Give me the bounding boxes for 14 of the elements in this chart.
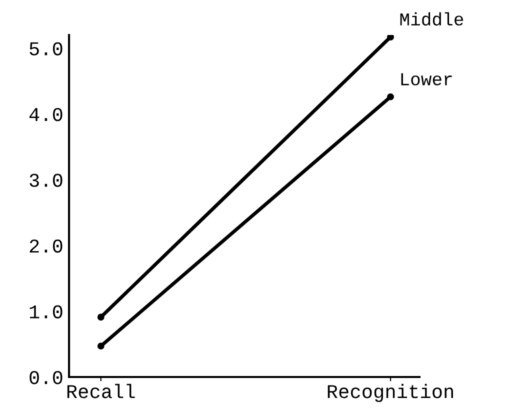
y-tick-label: 4.0 bbox=[29, 108, 62, 122]
series-label: Lower bbox=[401, 73, 452, 86]
series-label: Middle bbox=[400, 12, 464, 26]
point bbox=[97, 342, 104, 350]
y-tick-label: 1.0 bbox=[30, 305, 62, 318]
y-tick-label: 3.0 bbox=[30, 174, 62, 187]
point bbox=[387, 35, 394, 40]
x-tick-label: Recall bbox=[67, 384, 135, 398]
x-tick-label: Recognition bbox=[328, 384, 453, 402]
point bbox=[97, 314, 104, 321]
y-tick-label: 2.0 bbox=[30, 239, 62, 253]
point bbox=[387, 93, 394, 100]
y-tick-label: 5.0 bbox=[30, 42, 62, 56]
y-tick-label: 0.0 bbox=[30, 371, 62, 384]
